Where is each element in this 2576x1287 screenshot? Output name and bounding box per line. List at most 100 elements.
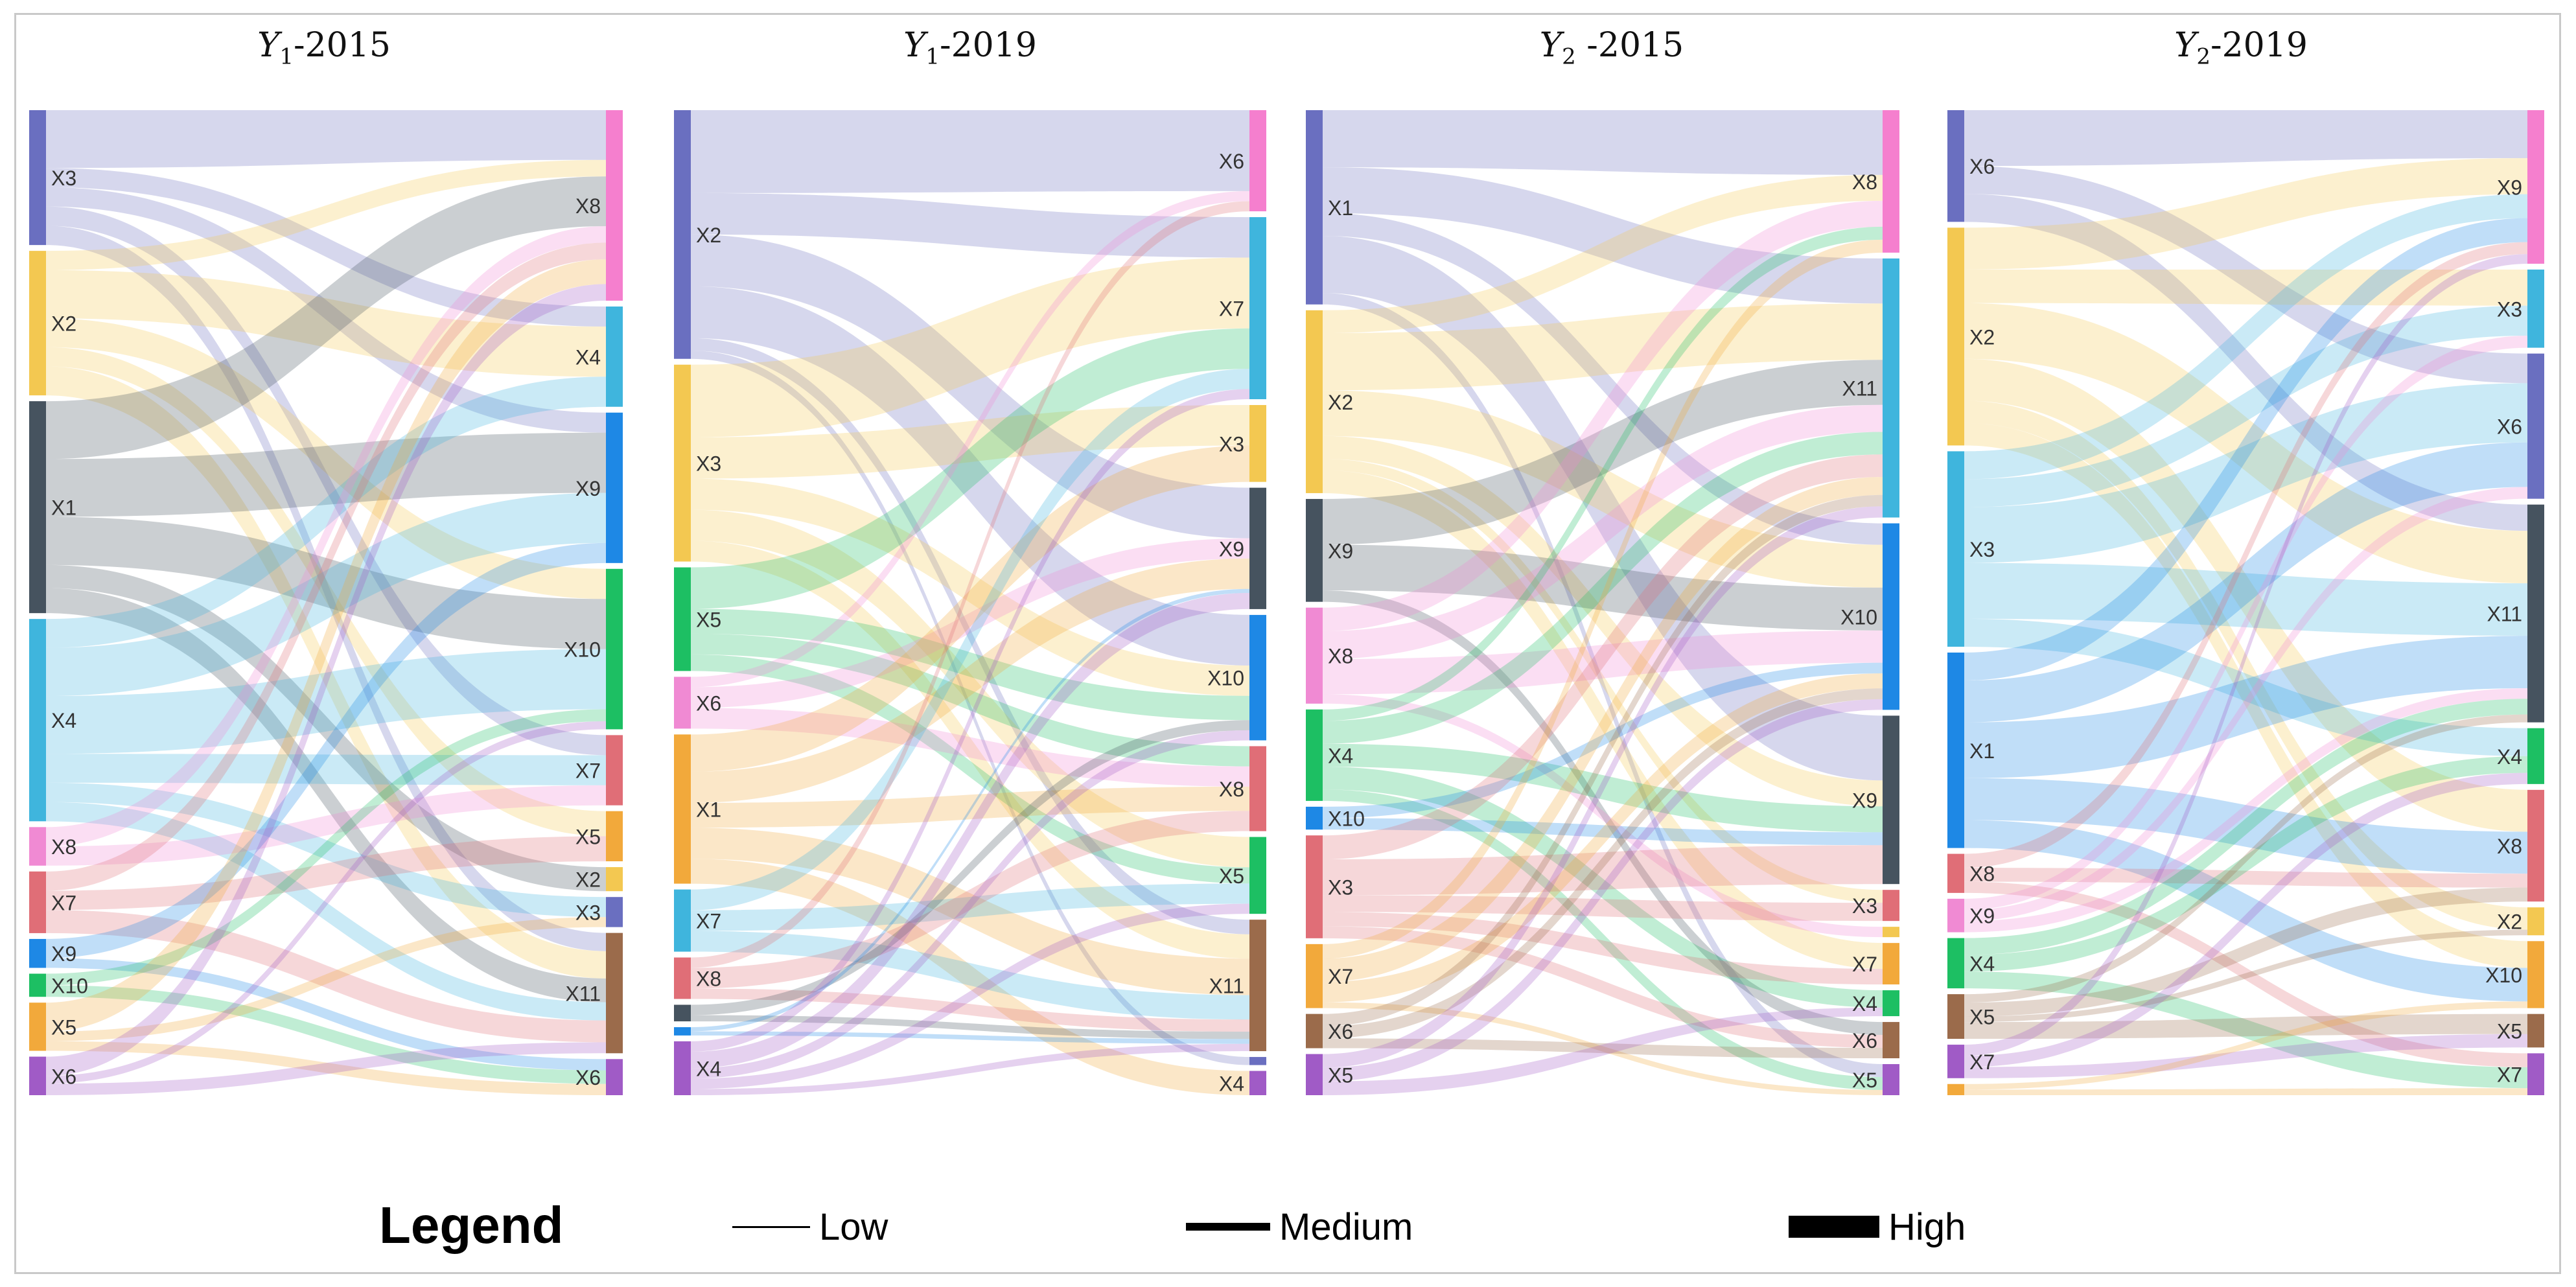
sankey-link — [46, 259, 606, 1032]
left-node-x4 — [1947, 938, 1964, 989]
sankey-link — [691, 883, 1249, 931]
right-node-x6 — [1249, 110, 1266, 212]
left-node-x4 — [1306, 709, 1323, 801]
figure-frame — [14, 13, 2561, 1274]
sankey-link — [691, 1043, 1249, 1095]
sankey-link — [691, 540, 1249, 959]
sankey-link — [1323, 110, 1883, 175]
sankey-link — [1964, 336, 2527, 910]
sankey-link — [46, 542, 606, 958]
right-node-x7 — [606, 735, 623, 806]
sankey-link — [1323, 239, 1883, 959]
sankey-link — [1964, 868, 2527, 888]
left-node-label: X7 — [1328, 965, 1353, 988]
sankey-link — [1323, 1038, 1883, 1059]
sankey-link — [1323, 470, 1883, 969]
right-node-label: X3 — [1852, 894, 1877, 918]
left-node-x5 — [1947, 994, 1964, 1039]
right-node-x10 — [2527, 941, 2544, 1008]
left-node-x1 — [1947, 652, 1964, 848]
left-node-label: X6 — [1969, 155, 1995, 178]
legend-low-label: Low — [819, 1205, 888, 1248]
panel-title-4: Y2-2019 — [2174, 26, 2308, 70]
sankey-link — [691, 558, 1249, 803]
panel-title-2: Y1-2019 — [903, 26, 1037, 70]
sankey-panel-1: X3 X2 X1 X4 X8 X7 X9 X10 X5 X6 X8 X4 X9 X10 X7 X5 X2 X3 X1… — [29, 110, 623, 1095]
legend-medium-label: Medium — [1279, 1205, 1413, 1248]
right-node-label: X5 — [1219, 864, 1244, 888]
sankey-link — [691, 903, 1249, 1089]
sankey-link — [1323, 200, 1883, 631]
sankey-link — [1323, 789, 1883, 1091]
sankey-link — [46, 516, 606, 649]
left-node-label: X5 — [1328, 1063, 1353, 1087]
right-node-label: X7 — [2497, 1063, 2522, 1087]
legend-low: Low — [732, 1204, 888, 1249]
left-node-x3 — [29, 110, 46, 246]
left-node-x5 — [1306, 1054, 1323, 1095]
sankey-link — [1323, 404, 1883, 660]
right-node-label: X9 — [1219, 537, 1244, 561]
sankey-link — [1323, 544, 1883, 631]
sankey-link — [1964, 303, 2527, 584]
right-node-x4 — [2527, 728, 2544, 784]
sankey-link — [691, 720, 1249, 1015]
sankey-link — [1964, 714, 2527, 1003]
sankey-link — [46, 588, 606, 1003]
left-node-x5 — [29, 1003, 46, 1051]
left-node-x7 — [1947, 1045, 1964, 1078]
legend-low-line — [732, 1225, 810, 1228]
sankey-link — [691, 257, 1249, 437]
sankey-link — [1964, 887, 2527, 1017]
left-node-x2 — [29, 251, 46, 396]
right-node-label: X4 — [1219, 1072, 1244, 1095]
sankey-link — [46, 785, 606, 866]
left-node-x4 — [29, 619, 46, 822]
sankey-link — [691, 350, 1249, 1065]
left-node-x2 — [1306, 310, 1323, 493]
left-node-x7 — [29, 871, 46, 933]
right-node-x8 — [1249, 746, 1266, 831]
left-node-label: X1 — [51, 496, 76, 520]
sankey-link — [46, 347, 606, 837]
sankey-link — [1323, 360, 1883, 545]
right-node-x11 — [606, 933, 623, 1054]
right-node-x8 — [606, 110, 623, 301]
sankey-link — [1964, 636, 2527, 778]
right-node-label: X6 — [1219, 150, 1244, 173]
right-node-unlabeled — [1883, 927, 1899, 938]
sankey-link — [46, 110, 606, 168]
right-node-label: X11 — [1842, 377, 1877, 400]
right-node-x11 — [1249, 920, 1266, 1052]
left-node-label: X5 — [1969, 1006, 1995, 1029]
sankey-link — [1964, 218, 2527, 681]
sankey-link — [1964, 358, 2527, 832]
right-node-label: X7 — [1852, 953, 1877, 976]
sankey-link — [46, 1042, 606, 1095]
sankey-link — [691, 633, 1249, 767]
sankey-link — [1964, 423, 2527, 968]
left-node-label: X8 — [51, 835, 76, 859]
right-node-x7 — [1883, 943, 1899, 985]
right-node-label: X4 — [575, 345, 601, 369]
sankey-panel-3: X1 X2 X9 X8 X4 X10 X3 X7 X6 X5 X8 X11 X10 X9 X3 X7 X4 X6 X… — [1306, 110, 1899, 1095]
left-node-unlabeled — [1947, 1084, 1964, 1095]
sankey-link — [1964, 383, 2527, 563]
left-node-label: X10 — [1328, 807, 1365, 831]
legend-high-label: High — [1888, 1205, 1966, 1248]
left-node-label: X5 — [51, 1015, 76, 1039]
sankey-link — [1964, 929, 2527, 1023]
sankey-link — [691, 786, 1249, 828]
right-node-label: X5 — [1852, 1069, 1877, 1092]
sankey-link — [46, 176, 606, 459]
right-node-x10 — [1883, 523, 1899, 710]
panel-title-1: Y1-2015 — [257, 26, 391, 70]
right-node-label: X5 — [2497, 1020, 2522, 1043]
left-node-x6 — [1306, 1014, 1323, 1049]
sankey-link — [1964, 1001, 2527, 1090]
sankey-link — [46, 366, 606, 979]
sankey-link — [46, 432, 606, 517]
sankey-link — [1323, 766, 1883, 1008]
sankey-link — [1323, 213, 1883, 545]
right-node-label: X6 — [1852, 1029, 1877, 1052]
